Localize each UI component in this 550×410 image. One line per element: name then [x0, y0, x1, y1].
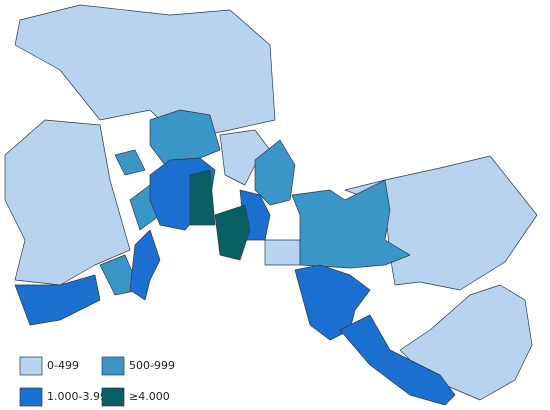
district [294, 264, 371, 341]
legend-label: 1.000-3.999 [47, 390, 114, 403]
district [14, 4, 276, 141]
legend-label: 500-999 [129, 359, 175, 372]
district [149, 109, 221, 166]
legend-label: ≥4.000 [129, 390, 170, 403]
district [114, 149, 146, 176]
legend-label: 0-499 [47, 359, 79, 372]
district [189, 169, 216, 226]
district [264, 239, 301, 266]
legend-swatch [101, 356, 125, 376]
district [4, 119, 131, 286]
district [339, 314, 456, 406]
district [129, 229, 161, 301]
district [14, 274, 101, 326]
legend-swatch [101, 387, 125, 407]
district [291, 179, 411, 269]
district [214, 204, 251, 261]
district [254, 139, 296, 206]
legend-swatch [19, 387, 43, 407]
map-regions [4, 4, 538, 406]
legend: 0-499 500-999 1.000-3.999 ≥4.000 [19, 356, 175, 407]
legend-swatch [19, 356, 43, 376]
